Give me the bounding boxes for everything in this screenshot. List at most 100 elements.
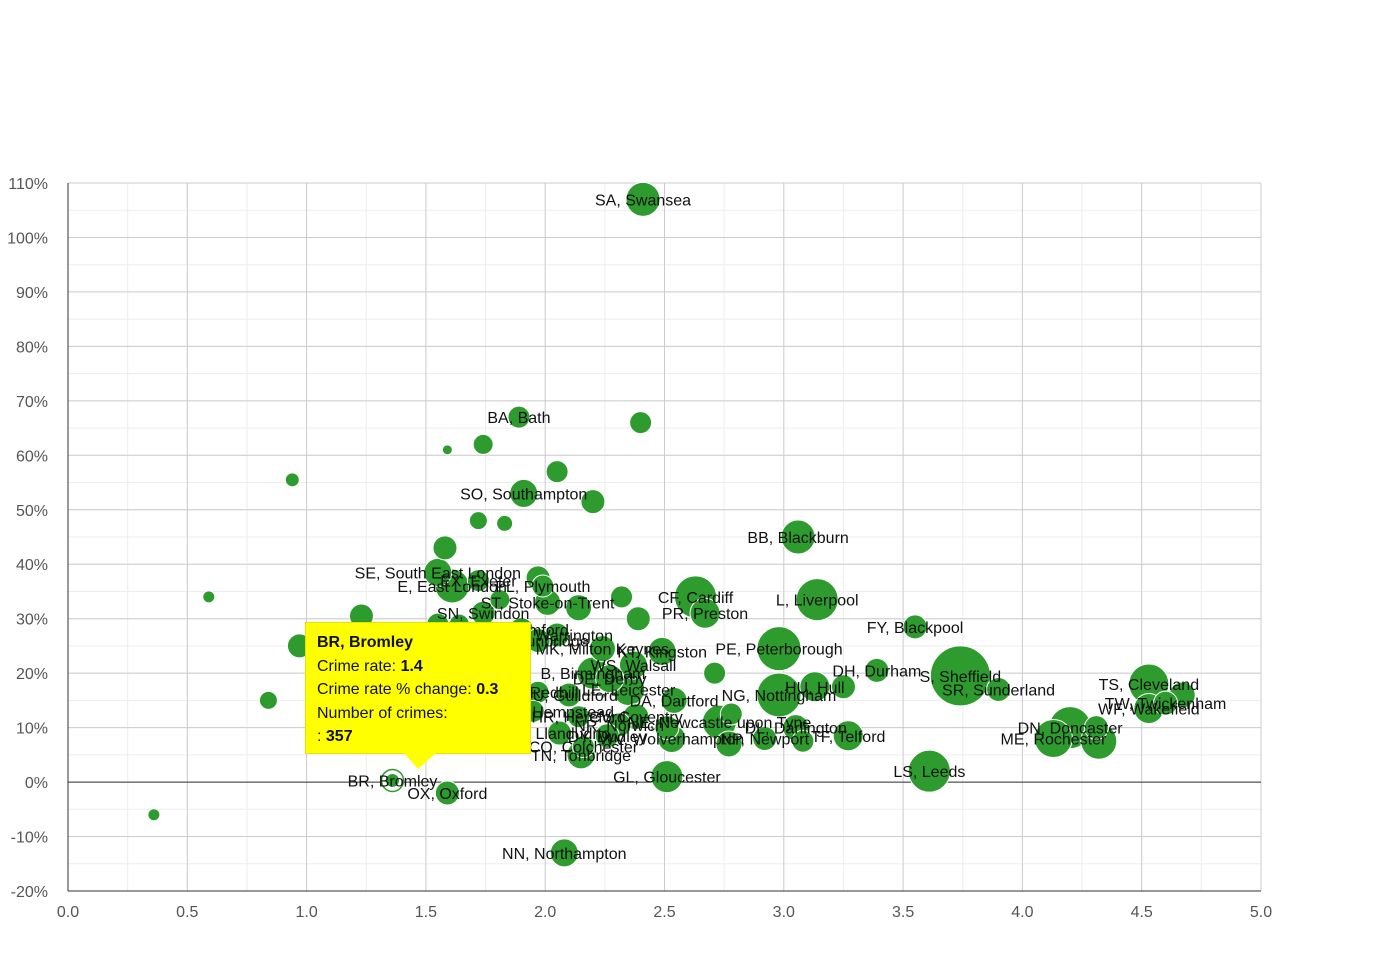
tooltip-title: BR, Bromley (317, 634, 414, 651)
bubble (752, 726, 778, 752)
bubble (507, 405, 531, 429)
bubble (565, 594, 593, 622)
x-tick-label: 1.5 (415, 904, 437, 921)
bubble-label: DH, Durham (832, 663, 921, 680)
y-tick-label: 50% (16, 503, 48, 520)
bubble (384, 772, 400, 788)
bubble-label: SN, Swindon (437, 606, 530, 623)
bubble (647, 636, 677, 666)
tooltip-arrow (404, 753, 436, 769)
bubble (795, 578, 839, 622)
y-tick-label: 90% (16, 285, 48, 302)
tooltip-change-value: 0.3 (476, 681, 499, 698)
x-tick-label: 0.0 (57, 904, 79, 921)
bubble-label: HR, Hereford (531, 710, 625, 727)
bubble (791, 729, 815, 753)
bubble-label: EX, Exeter (440, 574, 517, 591)
bubble (780, 519, 816, 555)
bubble-label: NP, Newport (720, 732, 809, 749)
bubble (595, 664, 625, 694)
bubble (594, 723, 620, 749)
bubble (618, 650, 648, 680)
bubble-label: BR, Bromley (348, 773, 438, 790)
bubble-label: CV, Coventry (589, 710, 683, 727)
bubble-label: FY, Blackpool (867, 620, 964, 637)
tooltip-crime-rate-label: Crime rate: (317, 657, 397, 675)
bubble-label: SO, Southampton (460, 486, 587, 503)
bubble (756, 672, 802, 718)
bubble-label: GU, Guildford (520, 688, 618, 705)
bubble (571, 735, 595, 759)
bubble-label: NN, Northampton (502, 846, 627, 863)
bubble (719, 702, 743, 726)
bubble-label: CO, Colchester (529, 740, 639, 757)
tooltip-change-label: Crime rate % change: (317, 681, 472, 698)
bubble-label: DN, Doncaster (1018, 721, 1124, 738)
tooltip-crimes-value: 357 (325, 728, 353, 745)
x-tick-label: 0.5 (176, 904, 198, 921)
bubble-label: PE, Peterborough (715, 642, 842, 659)
bubble-label: ST, Stoke-on-Trent (481, 595, 615, 612)
bubble (610, 585, 634, 609)
bubble (423, 557, 453, 587)
bubble-labels: SA, Swansea BA, Bath SO, Southampton BB, Bl… (305, 192, 1226, 863)
x-tick-label: 1.0 (295, 904, 317, 921)
bubble (545, 460, 569, 484)
bubble (580, 489, 606, 515)
x-tick-label: 4.5 (1131, 904, 1153, 921)
x-tick-label: 3.5 (892, 904, 914, 921)
bubble-label: S, Sheffield (920, 669, 1002, 686)
bubble-label: B, Birmingham (540, 666, 645, 683)
y-tick-label: 110% (8, 176, 48, 193)
y-tick-label: 10% (16, 721, 48, 738)
y-tick-label: 60% (16, 448, 48, 465)
bubble-label: BA, Bath (487, 410, 550, 427)
bubble (509, 478, 539, 508)
bubble (689, 597, 721, 629)
y-tick-label: 0% (25, 775, 48, 792)
bubble-label: L, Liverpool (776, 593, 859, 610)
bubble-label: TF, Telford (811, 729, 885, 746)
bubble (147, 808, 161, 822)
bubble-label: WV, Wolverhampton (599, 732, 744, 749)
bubble (441, 444, 453, 456)
x-tick-label: 4.0 (1011, 904, 1033, 921)
bubble (434, 780, 460, 806)
y-tick-label: 30% (16, 612, 48, 629)
bubble (703, 661, 727, 685)
bubble (1153, 690, 1179, 716)
x-tick-label: 2.0 (534, 904, 556, 921)
bubble (902, 614, 928, 640)
bubble (489, 589, 511, 611)
bubble (567, 705, 591, 729)
x-tick-label: 3.0 (773, 904, 795, 921)
tooltip-crime-rate-value: 1.4 (400, 657, 423, 675)
bubble (625, 181, 661, 217)
bubble-label: DY, Dudley (568, 729, 647, 746)
bubble (929, 645, 991, 707)
tooltip-crimes-label: Number of crimes: (317, 704, 448, 722)
bubble (650, 760, 684, 794)
bubble-label: TW, Twickenham (1105, 696, 1227, 713)
bubble (864, 657, 890, 683)
bubble (986, 676, 1012, 702)
tooltip-crimes-prefix: : (317, 728, 322, 745)
bubble-label: SR, Sunderland (942, 682, 1055, 699)
bubble (468, 511, 488, 531)
tooltip-change: Crime rate % change: 0.3 (317, 678, 519, 702)
tooltip-crime-rate: Crime rate: 1.4 (317, 655, 519, 679)
bubble (1083, 715, 1109, 741)
bubble-label: BB, Blackburn (747, 530, 848, 547)
bubble-label: NG, Nottingham (722, 688, 837, 705)
bubble-label: NE, Newcastle upon Tyne (627, 715, 811, 732)
bubble-label: E, East London (397, 579, 506, 596)
y-tick-label: -20% (11, 884, 48, 901)
bubble-label: LS, Leeds (893, 764, 965, 781)
bubble-label: GL, Gloucester (613, 770, 721, 787)
bubble (629, 411, 653, 435)
bubble-label: DL, Darlington (745, 721, 847, 738)
bubble (830, 674, 856, 700)
bubble (432, 535, 458, 561)
bubble (715, 730, 743, 758)
